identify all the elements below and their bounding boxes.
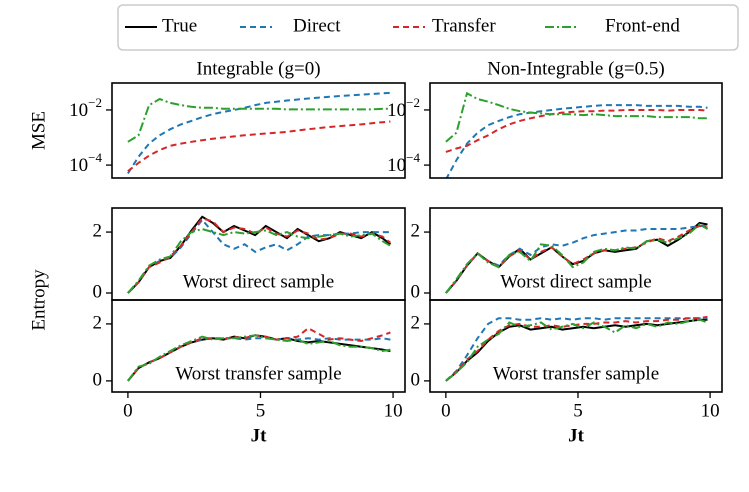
y-tick-label: 0 <box>411 369 421 390</box>
y-tick-label: 2 <box>411 220 421 241</box>
annotation: Worst direct sample <box>500 271 651 292</box>
series-line <box>445 104 708 178</box>
panel-frame <box>429 82 723 179</box>
y-tick-label: 0 <box>93 369 103 390</box>
y-tick-label: 10−4 <box>69 150 102 176</box>
x-tick-label: 5 <box>256 400 266 421</box>
y-tick-base: 10 <box>69 155 88 176</box>
series-line <box>127 334 391 382</box>
y-axis-label: Entropy <box>28 269 49 331</box>
y-tick-exponent: −2 <box>88 95 102 110</box>
y-tick-label: 0 <box>93 281 103 302</box>
series-line <box>127 91 391 174</box>
panel-frame <box>429 299 723 393</box>
x-tick-label: 10 <box>701 400 720 421</box>
series-line <box>445 315 708 382</box>
series-line <box>445 224 708 294</box>
series-line <box>127 218 391 294</box>
x-tick-label: 0 <box>441 400 451 421</box>
y-tick-label: 10−2 <box>69 95 102 121</box>
series-line <box>445 317 708 382</box>
x-tick-label: 5 <box>573 400 583 421</box>
panel-frame <box>111 82 406 179</box>
series-line <box>445 91 708 143</box>
panel-title: Non-Integrable (g=0.5) <box>487 58 664 79</box>
series-line <box>127 227 391 294</box>
y-tick-base: 10 <box>69 100 88 121</box>
legend-label: True <box>162 15 197 36</box>
legend-label: Direct <box>293 15 341 36</box>
x-axis-label: Jt <box>568 425 585 446</box>
y-tick-base: 10 <box>387 155 406 176</box>
y-tick-label: 0 <box>411 281 421 302</box>
annotation: Worst transfer sample <box>493 363 659 384</box>
series-line <box>445 318 708 382</box>
y-tick-exponent: −2 <box>406 95 420 110</box>
y-tick-label: 2 <box>411 312 421 333</box>
series-line <box>445 223 708 294</box>
y-tick-label: 2 <box>93 312 103 333</box>
y-tick-exponent: −4 <box>406 150 420 165</box>
y-tick-base: 10 <box>387 100 406 121</box>
series-line <box>127 97 391 143</box>
panel-title: Integrable (g=0) <box>196 58 320 79</box>
y-tick-label: 2 <box>93 220 103 241</box>
x-axis-label: Jt <box>251 425 268 446</box>
x-tick-label: 10 <box>384 400 403 421</box>
annotation: Worst direct sample <box>183 271 334 292</box>
legend-box <box>117 4 739 51</box>
x-tick-label: 0 <box>123 400 133 421</box>
panel-frame <box>111 299 406 393</box>
y-tick-label: 10−2 <box>387 95 420 121</box>
annotation: Worst transfer sample <box>175 363 341 384</box>
legend-label: Front-end <box>605 15 680 36</box>
y-axis-label: MSE <box>28 111 49 150</box>
series-line <box>127 120 391 172</box>
y-tick-exponent: −4 <box>88 150 102 165</box>
y-tick-label: 10−4 <box>387 150 420 176</box>
series-line <box>127 327 391 382</box>
legend-label: Transfer <box>432 15 496 36</box>
